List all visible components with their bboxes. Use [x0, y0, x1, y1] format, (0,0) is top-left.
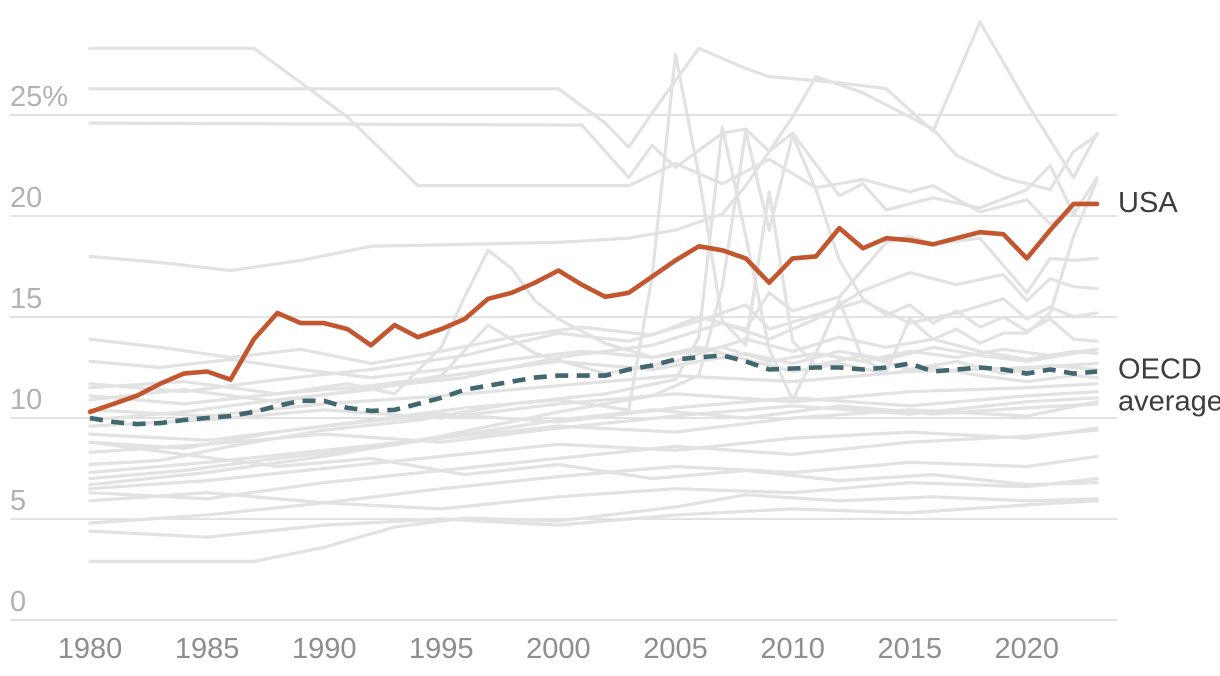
country-line [88, 74, 1099, 273]
x-axis-tick-label: 1985 [175, 633, 240, 665]
country-line [88, 440, 1099, 487]
country-line [88, 396, 1099, 454]
country-line [88, 345, 1099, 380]
y-axis-tick-label: 0 [10, 586, 26, 618]
country-line [88, 402, 1099, 481]
y-axis-tick-label: 10 [10, 384, 42, 416]
y-axis-tick-label: 20 [10, 182, 42, 214]
country-line [88, 493, 1099, 564]
country-line [88, 129, 1099, 487]
oecd-average-label-text: OECD [1118, 354, 1202, 386]
x-axis-tick-label: 2015 [877, 633, 942, 665]
usa-label: USA [1118, 187, 1178, 219]
x-axis-tick-label: 2005 [643, 633, 708, 665]
y-axis-tick-label: 5 [10, 485, 26, 517]
x-axis-tick-label: 2010 [760, 633, 825, 665]
y-axis-tick-label: 15 [10, 283, 42, 315]
country-line [88, 234, 1099, 366]
country-line [88, 121, 1099, 216]
usa-line [87, 201, 1100, 415]
x-axis-tick-label: 2020 [995, 633, 1060, 665]
country-line [88, 297, 1099, 394]
country-line [88, 454, 1099, 505]
country-line [88, 428, 1099, 501]
country-line [88, 382, 1099, 428]
x-axis-tick-label: 1990 [292, 633, 357, 665]
x-axis-tick-label: 1995 [409, 633, 474, 665]
y-axis-tick-label: 25% [10, 81, 68, 113]
country-line [88, 477, 1099, 525]
country-line [88, 345, 1099, 396]
country-line [88, 426, 1099, 491]
usa-label-text: USA [1118, 187, 1178, 219]
x-axis-tick-label: 1980 [58, 633, 123, 665]
x-axis-tick-label: 2000 [526, 633, 591, 665]
country-line [88, 323, 1099, 422]
country-line [88, 499, 1099, 539]
country-line [88, 46, 1076, 226]
country-line [88, 20, 1099, 180]
oecd-average-label-text: average [1118, 386, 1220, 418]
